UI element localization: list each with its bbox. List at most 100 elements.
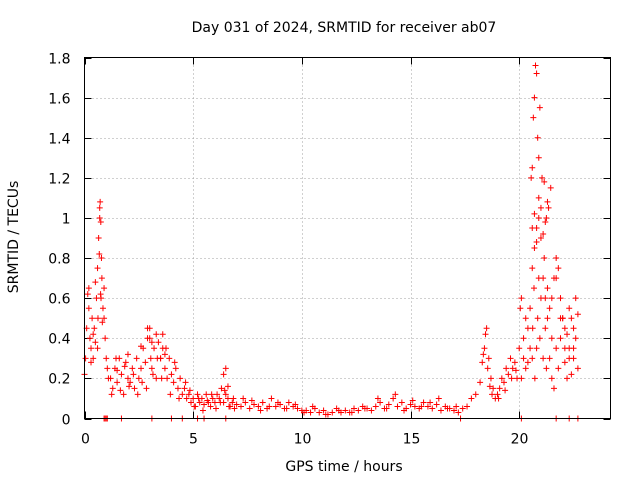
data-point xyxy=(481,345,488,352)
data-point xyxy=(544,198,551,205)
data-point xyxy=(120,391,127,398)
data-point xyxy=(94,345,101,352)
data-point xyxy=(320,407,327,414)
data-point xyxy=(139,379,146,386)
data-point xyxy=(394,403,401,410)
data-point xyxy=(527,305,534,312)
data-point xyxy=(108,391,115,398)
data-point xyxy=(272,403,279,410)
data-point xyxy=(131,385,138,392)
data-point xyxy=(351,405,358,412)
data-point xyxy=(92,339,99,346)
data-point xyxy=(135,375,142,382)
data-point xyxy=(537,235,544,241)
data-point xyxy=(574,311,581,318)
data-point xyxy=(570,325,577,332)
data-point xyxy=(167,391,174,398)
data-point xyxy=(572,295,579,302)
data-point xyxy=(368,407,375,414)
data-point xyxy=(484,365,491,372)
data-point xyxy=(472,391,479,398)
data-point xyxy=(555,365,562,372)
data-point xyxy=(555,265,562,272)
data-point xyxy=(535,214,542,221)
data-point xyxy=(541,178,548,185)
data-point xyxy=(477,379,484,386)
data-point xyxy=(385,401,392,408)
data-point xyxy=(199,407,206,414)
axis-ticks: 0 0.2 0.4 0.6 0.8 1 1.2 1.4 1.6 1.8 0 5 10 15 20 xyxy=(48,52,611,448)
data-point xyxy=(377,399,384,406)
data-point xyxy=(203,391,210,398)
data-point xyxy=(479,359,486,366)
data-point xyxy=(329,409,336,416)
data-point xyxy=(97,198,104,205)
data-point xyxy=(546,305,553,312)
data-point xyxy=(204,397,211,404)
data-point xyxy=(500,379,507,386)
data-point xyxy=(114,367,121,374)
data-point xyxy=(222,391,229,398)
data-point xyxy=(146,335,153,342)
data-point xyxy=(435,395,442,402)
data-point xyxy=(224,395,231,402)
data-point xyxy=(218,385,225,392)
data-point xyxy=(285,399,292,406)
data-point xyxy=(420,399,427,406)
data-point xyxy=(534,315,541,322)
data-point xyxy=(251,401,258,408)
y-tick-label: 0.2 xyxy=(48,372,70,388)
data-point xyxy=(98,275,105,282)
data-point xyxy=(487,375,494,382)
data-point xyxy=(527,345,534,352)
data-point xyxy=(568,371,575,378)
data-point xyxy=(130,371,137,378)
data-point xyxy=(268,395,275,402)
data-point xyxy=(172,365,179,372)
data-point xyxy=(237,403,244,410)
x-tick-label: 0 xyxy=(81,432,90,448)
data-points xyxy=(81,62,581,422)
data-point xyxy=(564,375,571,382)
data-point xyxy=(96,214,103,221)
data-point xyxy=(240,395,247,402)
data-point xyxy=(508,375,515,382)
data-point xyxy=(507,355,514,362)
data-point xyxy=(294,405,301,412)
data-point xyxy=(91,325,98,332)
data-point xyxy=(437,407,444,414)
data-point xyxy=(121,363,128,370)
data-point xyxy=(520,355,527,362)
data-point xyxy=(536,104,543,111)
data-point xyxy=(545,204,552,211)
data-point xyxy=(433,401,440,408)
data-point xyxy=(188,399,195,406)
y-axis-label: SRMTID / TECUs xyxy=(6,181,22,294)
data-point xyxy=(561,359,568,366)
data-point xyxy=(561,325,568,332)
data-point xyxy=(518,295,525,302)
data-point xyxy=(84,291,91,298)
data-point xyxy=(85,285,92,292)
y-tick-label: 0.4 xyxy=(48,332,70,348)
data-point xyxy=(566,345,573,352)
data-point xyxy=(102,335,109,342)
y-tick-label: 1.2 xyxy=(48,172,70,188)
data-point xyxy=(274,399,281,406)
data-point xyxy=(536,335,543,342)
data-point xyxy=(85,305,92,312)
data-point xyxy=(98,295,105,302)
data-point xyxy=(221,387,228,394)
x-axis-label: GPS time / hours xyxy=(285,459,402,475)
data-point xyxy=(155,339,162,346)
data-point xyxy=(533,345,540,352)
data-point xyxy=(530,114,537,121)
data-point xyxy=(390,395,397,402)
data-point xyxy=(164,375,171,382)
data-point xyxy=(529,164,536,171)
data-point xyxy=(255,403,262,410)
data-point xyxy=(522,315,529,322)
x-tick-label: 15 xyxy=(403,432,421,448)
data-point xyxy=(90,331,97,338)
